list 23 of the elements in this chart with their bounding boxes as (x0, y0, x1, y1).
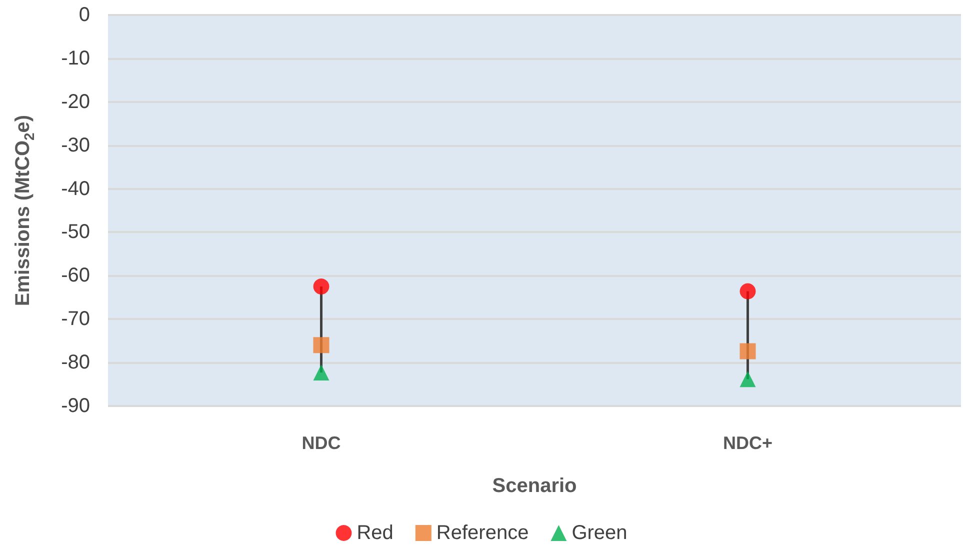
point (740, 371, 756, 388)
legend-label: Red (356, 522, 394, 544)
y-tick-label: -10 (61, 47, 90, 70)
y-tick-label: -90 (61, 395, 90, 417)
y-tick-label: 0 (78, 4, 90, 26)
y-tick-label: -70 (61, 308, 90, 330)
point (740, 283, 756, 300)
point (313, 337, 330, 354)
legend-label: Green (572, 522, 628, 544)
x-axis-title: Scenario (492, 475, 577, 497)
y-tick-label: -30 (61, 134, 90, 156)
legend-label: Reference (436, 522, 529, 544)
y-tick-label: -20 (61, 90, 90, 113)
y-tick-label: -50 (61, 221, 90, 244)
y-axis-title: Emissions (MtCO2e) (12, 114, 37, 306)
x-tick-label: NDC (302, 433, 341, 453)
point (313, 364, 330, 381)
y-tick-label: -40 (61, 178, 90, 200)
point (313, 278, 330, 295)
x-tick-label: NDC+ (722, 433, 773, 453)
point (740, 343, 756, 360)
y-tick-label: -60 (61, 264, 90, 287)
y-tick-label: -80 (61, 352, 90, 374)
